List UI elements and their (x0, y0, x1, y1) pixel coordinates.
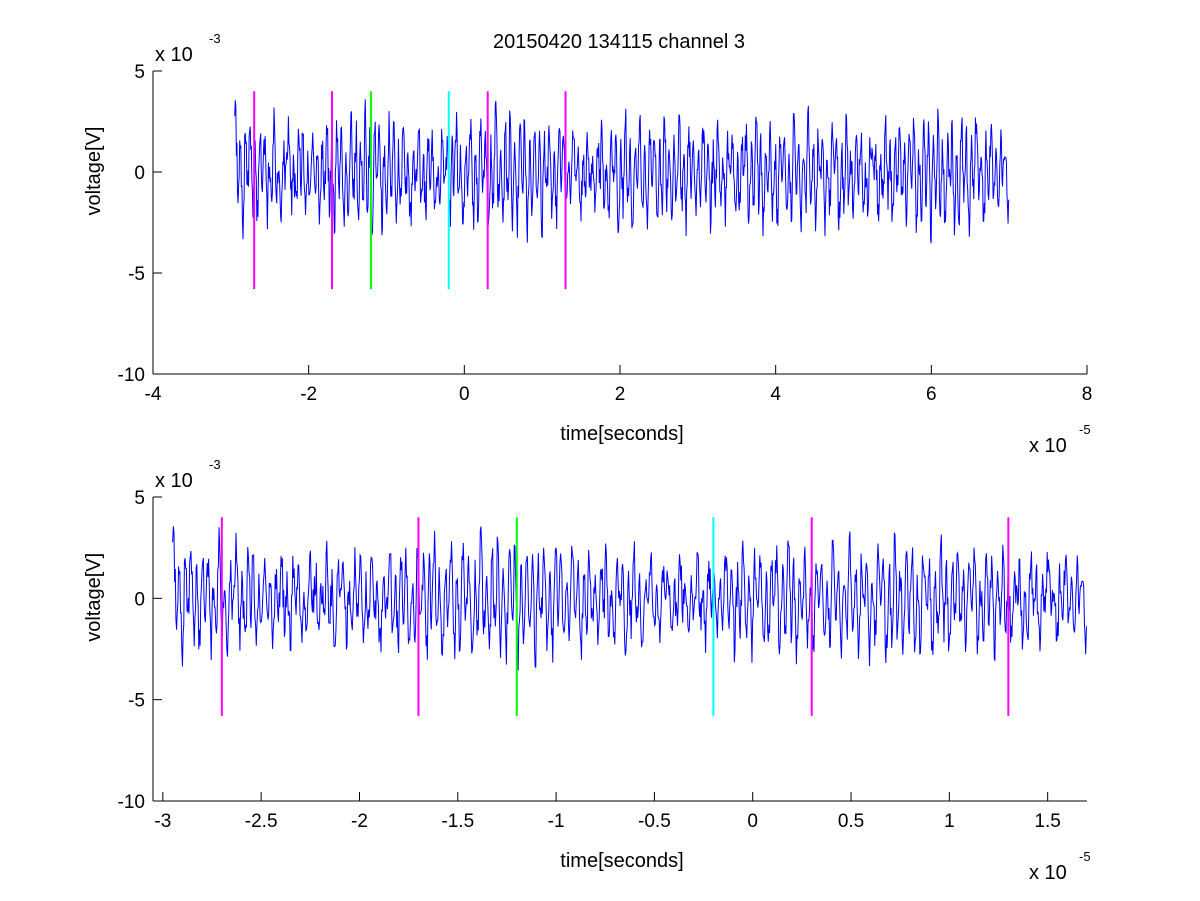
x-tick-label: -4 (145, 384, 162, 405)
y-multiplier-exponent: -3 (209, 457, 221, 472)
x-tick-label: 0.5 (838, 811, 864, 832)
x-tick-label: -2 (300, 384, 317, 405)
x-tick-label: -1.5 (441, 811, 474, 832)
y-tick-label: 0 (134, 163, 145, 184)
y-axis-label: voltage[V] (83, 127, 105, 216)
y-tick-label: -5 (128, 691, 145, 712)
signal-trace (234, 99, 1010, 244)
y-tick-label: 5 (134, 62, 145, 83)
y-multiplier-exponent: -3 (209, 31, 221, 46)
x-tick-label: 1 (944, 811, 955, 832)
y-axis-label: voltage[V] (83, 553, 105, 642)
x-tick-label: 0 (459, 384, 470, 405)
x-multiplier-exponent: -5 (1079, 422, 1091, 437)
y-multiplier-label: x 10 (155, 470, 193, 492)
x-multiplier-label: x 10 (1029, 862, 1067, 884)
x-axis-label: time[seconds] (560, 423, 683, 445)
x-tick-label: 8 (1082, 384, 1093, 405)
x-tick-label: 4 (770, 384, 781, 405)
x-tick-label: -2.5 (245, 811, 278, 832)
x-tick-label: -1 (548, 811, 565, 832)
top-subplot: -4 -2 0 2 4 6 8 -10 -5 0 5 time[seconds] voltage[V] x… (83, 31, 1092, 457)
x-axis-label: time[seconds] (560, 850, 683, 872)
x-tick-label: -0.5 (638, 811, 671, 832)
y-tick-label: 5 (134, 488, 145, 509)
y-multiplier-label: x 10 (155, 44, 193, 66)
figure-title: 20150420 134115 channel 3 (493, 31, 745, 53)
y-tick-label: -10 (118, 792, 145, 813)
y-tick-label: -10 (118, 365, 145, 386)
x-multiplier-label: x 10 (1029, 435, 1067, 457)
x-tick-label: 1.5 (1034, 811, 1060, 832)
y-tick-label: 0 (134, 589, 145, 610)
x-tick-label: -3 (154, 811, 171, 832)
x-multiplier-exponent: -5 (1079, 849, 1091, 864)
bottom-subplot: -3 -2.5 -2 -1.5 -1 -0.5 0 0.5 1 1.5 -10 -5 0 5 time[se… (83, 457, 1091, 884)
y-tick-label: -5 (128, 264, 145, 285)
x-tick-label: 2 (615, 384, 626, 405)
x-tick-label: 0 (747, 811, 758, 832)
x-tick-label: -2 (351, 811, 368, 832)
signal-trace (172, 526, 1087, 671)
x-tick-label: 6 (926, 384, 937, 405)
